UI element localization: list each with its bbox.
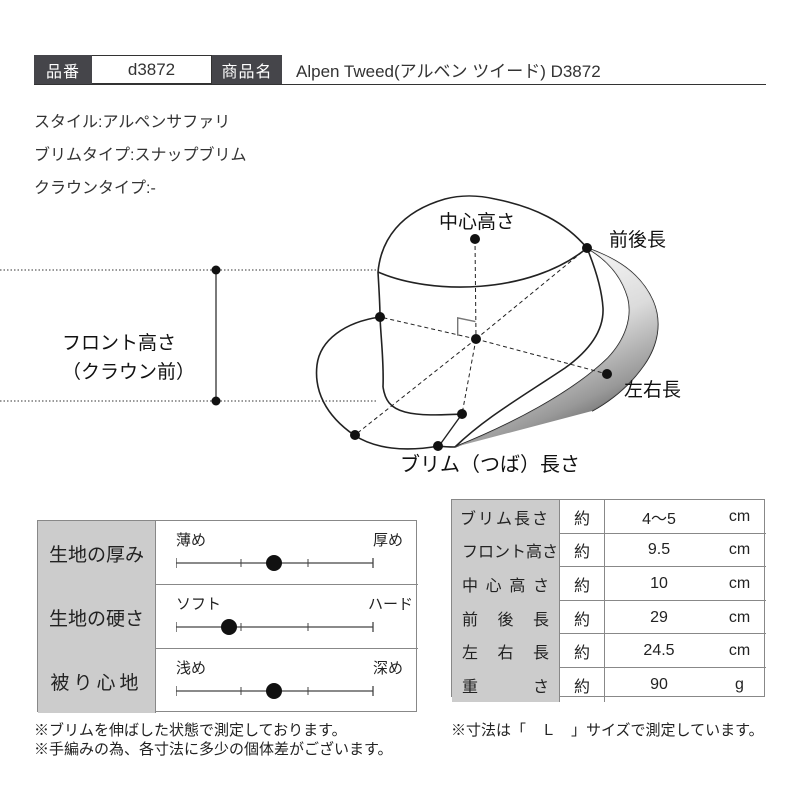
svg-text:中心高さ: 中心高さ bbox=[439, 211, 515, 233]
svg-text:前後長: 前後長 bbox=[609, 229, 666, 251]
svg-text:左右長: 左右長 bbox=[624, 379, 681, 401]
svg-text:ブリム（つば）長さ: ブリム（つば）長さ bbox=[400, 452, 580, 476]
